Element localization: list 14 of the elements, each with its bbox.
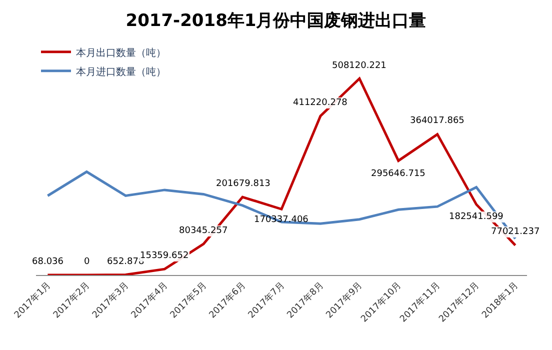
- data-label: 80345.257: [179, 226, 228, 236]
- data-label: 77021.237: [491, 227, 540, 237]
- data-label: 201679.813: [216, 179, 270, 189]
- legend-label: 本月出口数量（吨）: [76, 46, 166, 59]
- chart-title: 2017-2018年1月份中国废钢进出口量: [126, 10, 426, 31]
- data-label: 364017.865: [410, 116, 464, 126]
- data-label: 295646.715: [371, 169, 426, 179]
- data-label: 411220.278: [293, 98, 348, 108]
- data-label: 182541.599: [449, 212, 504, 222]
- legend-label: 本月进口数量（吨）: [76, 66, 166, 78]
- data-label: 0: [84, 257, 90, 267]
- data-label: 15359.652: [140, 251, 189, 261]
- data-label: 68.036: [32, 257, 64, 267]
- data-label: 508120.221: [332, 61, 386, 71]
